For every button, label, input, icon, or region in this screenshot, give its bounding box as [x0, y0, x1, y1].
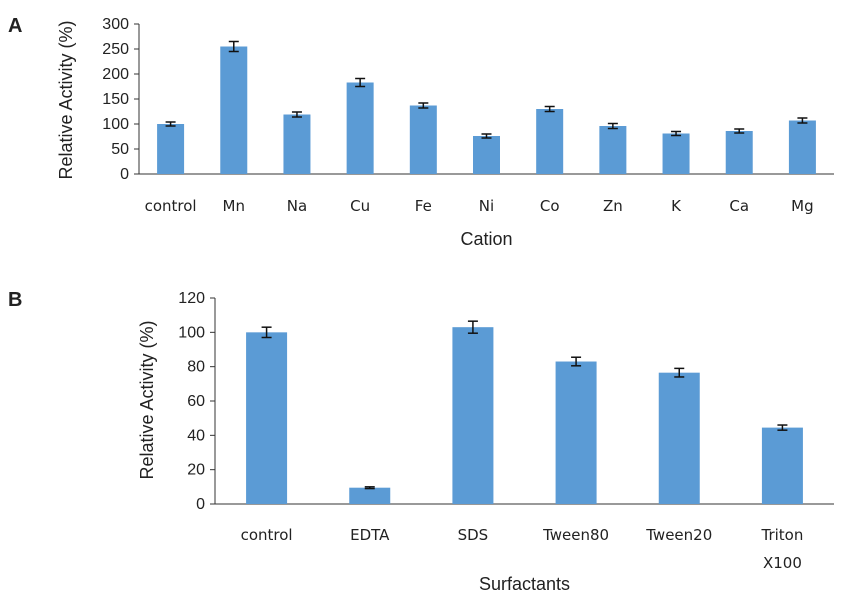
y-tick-label: 150 — [102, 91, 129, 108]
x-category-label: control — [145, 197, 197, 215]
x-category-label: Tween20 — [645, 526, 712, 544]
y-tick-label: 20 — [187, 462, 205, 479]
chart-panel-b: B 0 20 40 60 80 100 120 control EDTA SDS Tween80 Twe… — [8, 289, 834, 594]
y-tick-label: 0 — [120, 166, 129, 183]
bar — [725, 131, 753, 174]
y-axis-title: Relative Activity (%) — [137, 320, 157, 479]
y-tick-label: 40 — [187, 427, 205, 444]
bar — [409, 105, 437, 174]
x-category-label: Triton X100 — [760, 526, 803, 572]
x-category-label: Cu — [350, 197, 370, 215]
bar — [452, 327, 494, 504]
bar — [220, 46, 248, 174]
bar — [788, 120, 816, 174]
bar — [157, 124, 185, 174]
bar — [761, 427, 803, 504]
bar — [658, 372, 700, 504]
y-tick-label: 100 — [178, 324, 205, 341]
x-category-label: Zn — [603, 197, 623, 215]
bar — [662, 133, 690, 174]
x-category-label-line: Triton — [760, 526, 803, 544]
x-axis-title: Surfactants — [479, 574, 570, 594]
chart-panel-a: A 0 50 100 150 200 250 300 control Mn Na Cu Fe Ni Co Zn… — [8, 15, 834, 249]
x-category-label-line: X100 — [763, 554, 802, 572]
x-category-label: EDTA — [350, 526, 390, 544]
bar — [473, 136, 500, 174]
x-category-label: SDS — [458, 526, 489, 544]
y-axis-title: Relative Activity (%) — [56, 20, 76, 179]
x-category-label: Na — [287, 197, 307, 215]
y-tick-label: 80 — [187, 359, 205, 376]
x-category-label: Fe — [415, 197, 432, 215]
x-category-label: Co — [540, 197, 560, 215]
bar — [346, 82, 374, 174]
bar — [246, 332, 288, 504]
bar — [283, 114, 311, 174]
bar — [536, 109, 564, 174]
y-tick-label: 100 — [102, 116, 129, 133]
x-category-label: K — [671, 197, 682, 215]
x-category-label: Mn — [223, 197, 245, 215]
y-tick-label: 50 — [111, 141, 129, 158]
bar — [555, 361, 597, 504]
x-category-label: Mg — [791, 197, 813, 215]
y-tick-label: 250 — [102, 41, 129, 58]
y-tick-label: 0 — [196, 496, 205, 513]
panel-label: A — [8, 15, 22, 37]
y-tick-label: 120 — [178, 290, 205, 307]
bar — [599, 126, 627, 174]
y-tick-label: 200 — [102, 66, 129, 83]
x-category-label: Ca — [729, 197, 749, 215]
x-axis-title: Cation — [460, 229, 512, 249]
bar — [349, 487, 391, 504]
y-tick-label: 300 — [102, 16, 129, 33]
x-category-label: control — [241, 526, 293, 544]
panel-label: B — [8, 289, 22, 311]
y-tick-label: 60 — [187, 393, 205, 410]
x-category-label: Tween80 — [542, 526, 609, 544]
x-category-label: Ni — [479, 197, 494, 215]
